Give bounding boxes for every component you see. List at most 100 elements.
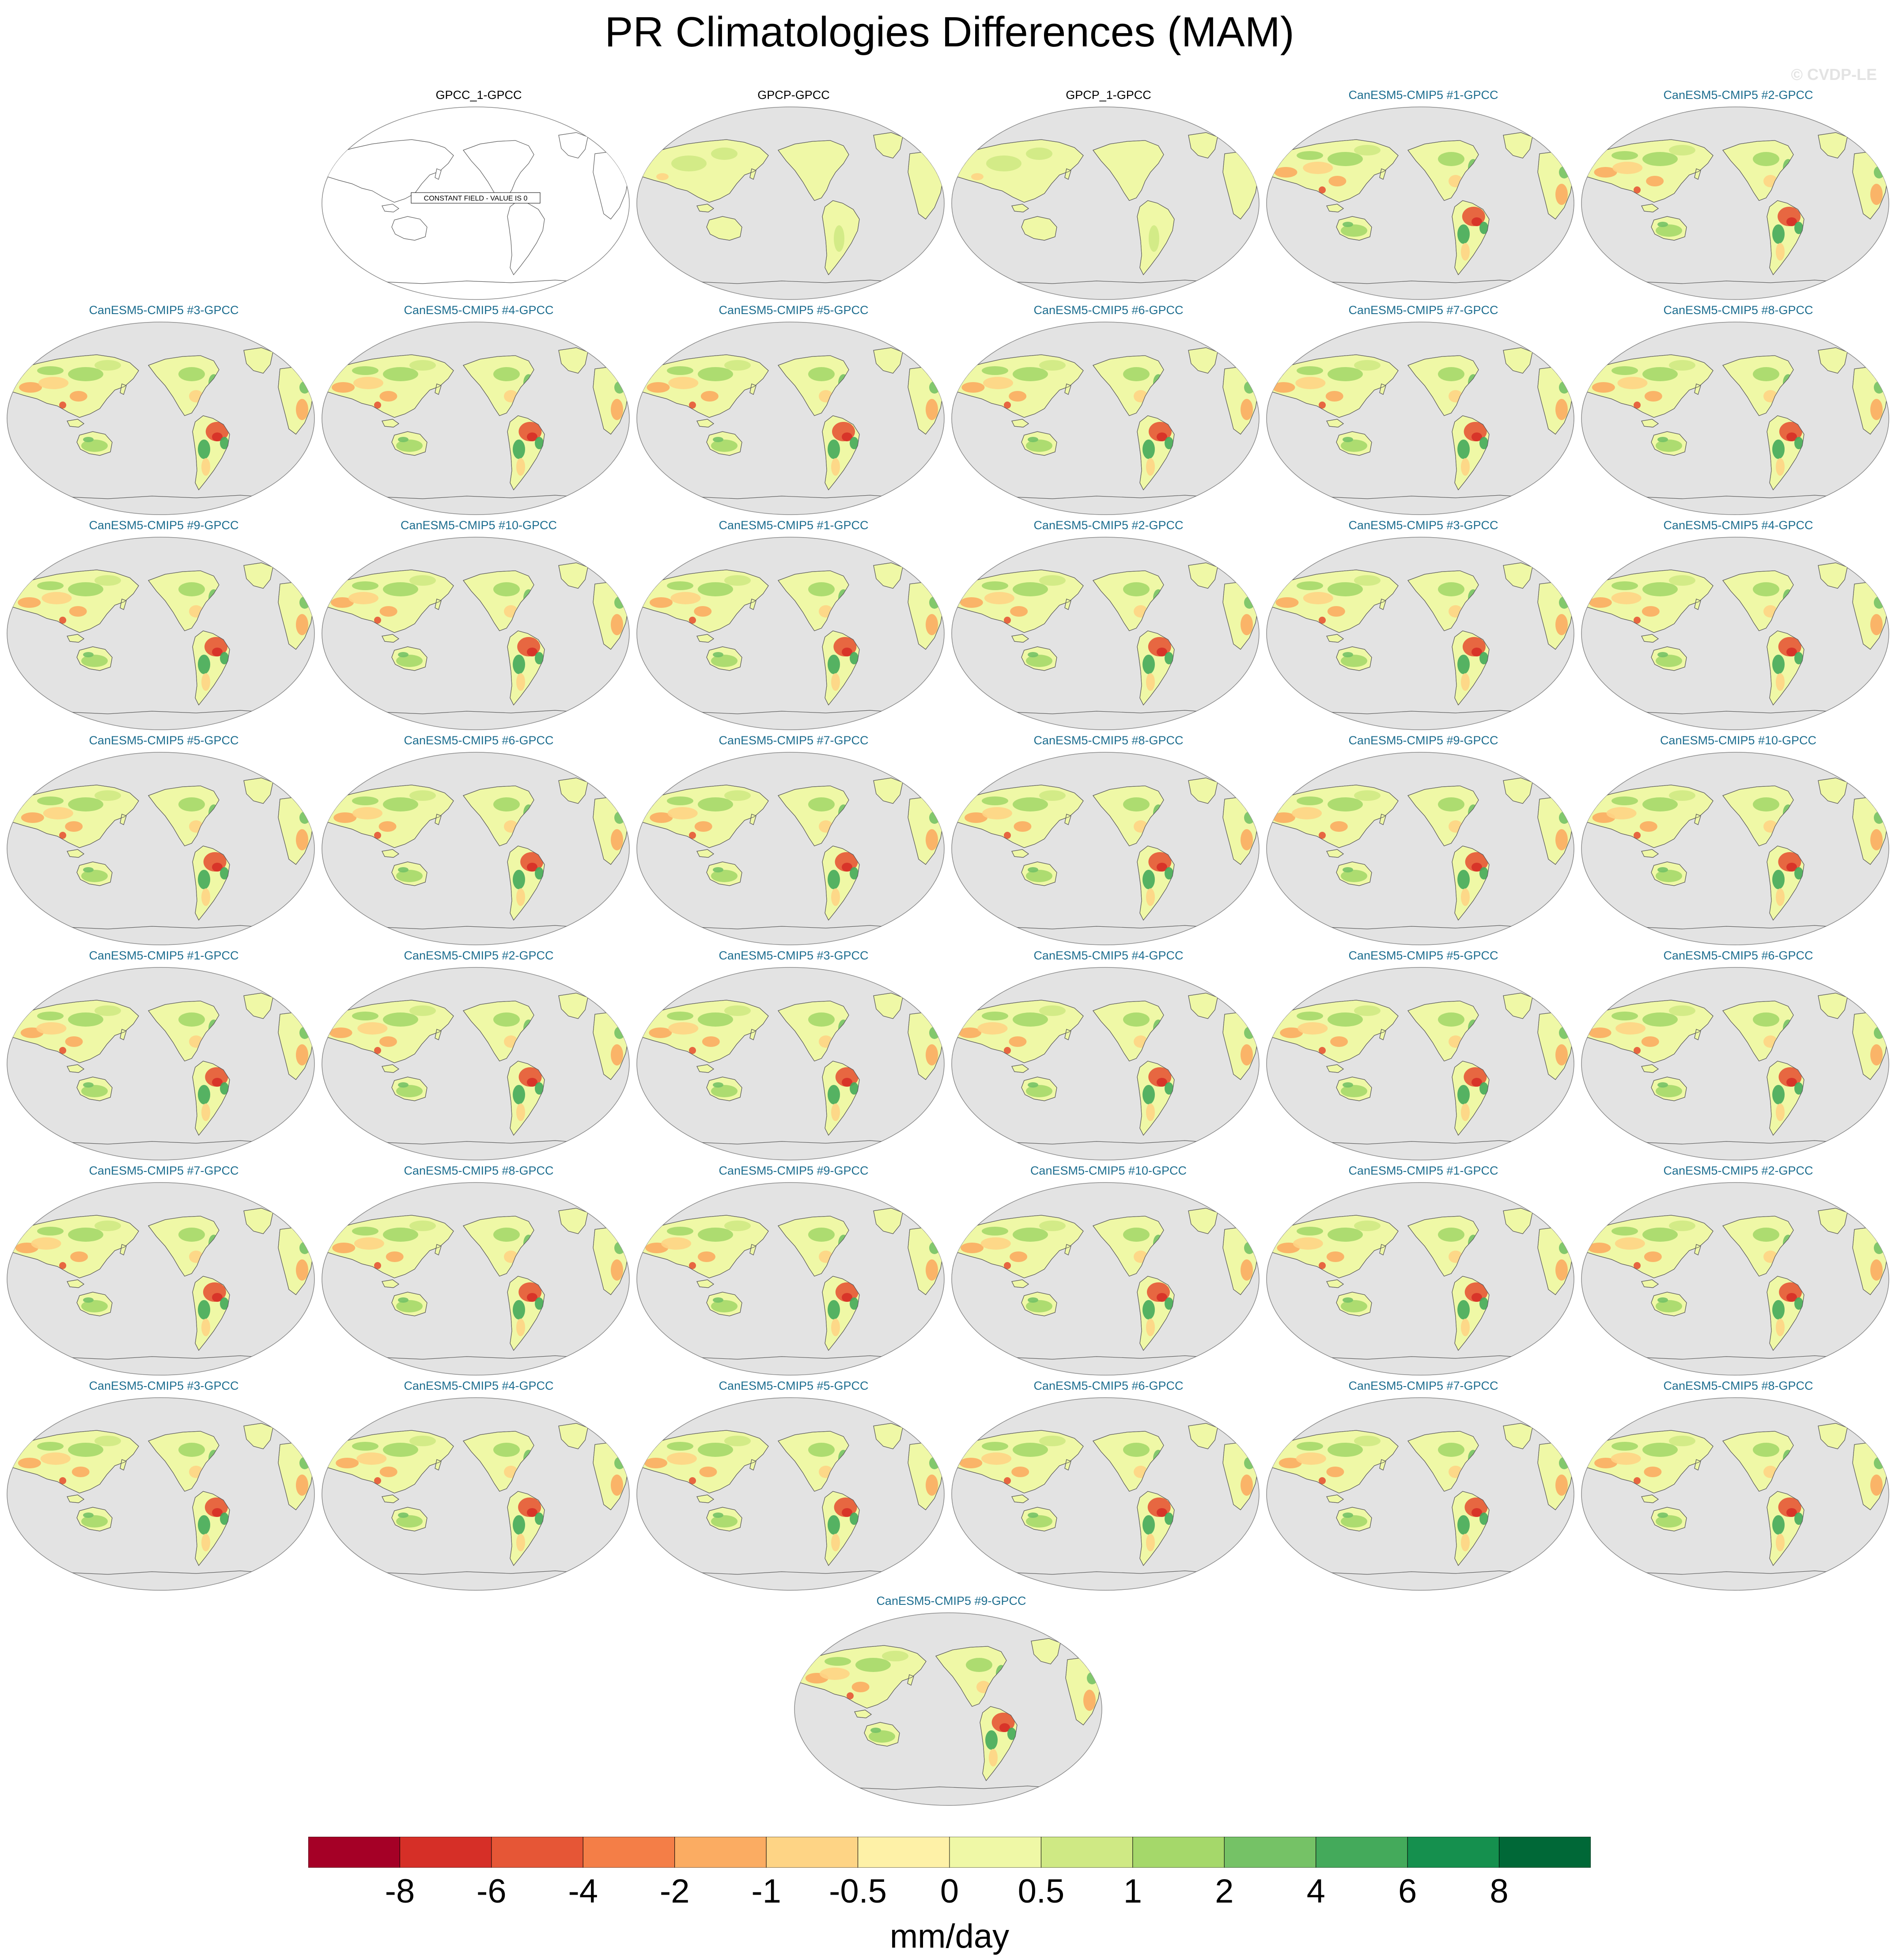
anomaly-cell — [348, 592, 378, 604]
world-map — [322, 537, 630, 730]
panel-title: CanESM5-CMIP5 #8-GPCC — [404, 1164, 554, 1177]
anomaly-cell — [1165, 652, 1173, 664]
anomaly-cell — [513, 1085, 525, 1104]
anomaly-cell — [379, 1467, 397, 1477]
anomaly-cell — [374, 617, 381, 624]
land-australia — [391, 216, 427, 241]
map-panel: CanESM5-CMIP5 #6-GPCC — [951, 1379, 1266, 1591]
anomaly-cell — [808, 1443, 835, 1457]
anomaly-cell — [1123, 1228, 1150, 1242]
anomaly-cell — [1165, 1297, 1173, 1310]
anomaly-cell — [1457, 870, 1470, 889]
anomaly-cell — [1157, 1508, 1167, 1517]
world-map — [1581, 752, 1889, 945]
anomaly-cell — [1328, 1228, 1363, 1242]
anomaly-cell — [1555, 1259, 1568, 1281]
anomaly-cell — [1241, 1475, 1253, 1496]
map-panel: CanESM5-CMIP5 #5-GPCC — [636, 1379, 951, 1591]
anomaly-cell — [1657, 652, 1668, 657]
anomaly-cell — [656, 173, 669, 180]
anomaly-cell — [1142, 655, 1155, 674]
anomaly-cell — [1669, 575, 1695, 586]
anomaly-cell — [1612, 1012, 1638, 1020]
anomaly-cell — [1669, 360, 1695, 371]
anomaly-cell — [1341, 655, 1367, 667]
anomaly-cell — [1297, 366, 1323, 375]
anomaly-cell — [1328, 1443, 1363, 1457]
world-map — [1266, 537, 1574, 730]
anomaly-cell — [850, 867, 859, 880]
anomaly-cell — [1165, 1513, 1173, 1525]
anomaly-cell — [81, 1515, 108, 1528]
anomaly-cell — [383, 367, 418, 381]
colorbar-tick-label: -6 — [477, 1873, 507, 1910]
world-map — [322, 1182, 630, 1376]
anomaly-cell — [831, 458, 840, 476]
anomaly-cell — [1870, 399, 1883, 420]
anomaly-cell — [1296, 1452, 1326, 1465]
anomaly-cell — [1013, 1443, 1048, 1457]
anomaly-cell — [1753, 1012, 1779, 1027]
anomaly-cell — [1039, 1221, 1066, 1231]
anomaly-cell — [81, 655, 108, 667]
anomaly-cell — [1293, 1237, 1323, 1250]
anomaly-cell — [1642, 1228, 1678, 1242]
panel-title: CanESM5-CMIP5 #7-GPCC — [89, 1164, 239, 1177]
anomaly-cell — [1297, 1227, 1323, 1236]
anomaly-cell — [1634, 1262, 1641, 1269]
panel-title: CanESM5-CMIP5 #8-GPCC — [1033, 734, 1184, 747]
anomaly-cell — [1874, 1242, 1884, 1254]
anomaly-cell — [1438, 152, 1464, 166]
anomaly-cell — [374, 1047, 381, 1054]
anomaly-cell — [808, 1228, 835, 1242]
anomaly-cell — [198, 440, 210, 459]
anomaly-cell — [611, 1259, 623, 1281]
anomaly-cell — [220, 1082, 229, 1095]
anomaly-cell — [1004, 1047, 1011, 1054]
anomaly-cell — [1753, 152, 1779, 166]
anomaly-cell — [724, 1221, 751, 1231]
anomaly-cell — [698, 367, 733, 381]
land-eurasia — [322, 139, 454, 203]
anomaly-cell — [1615, 1237, 1645, 1250]
anomaly-cell — [329, 1027, 352, 1038]
anomaly-cell — [201, 888, 210, 906]
anomaly-cell — [667, 1012, 693, 1020]
land-westEurasia — [1267, 144, 1272, 171]
anomaly-cell — [1292, 807, 1322, 819]
panel-title: CanESM5-CMIP5 #8-GPCC — [1663, 1379, 1813, 1392]
anomaly-cell — [299, 596, 310, 609]
anomaly-cell — [1343, 1513, 1353, 1518]
anomaly-cell — [1669, 1221, 1695, 1231]
anomaly-cell — [1123, 367, 1150, 381]
land-westEurasia — [322, 1434, 328, 1462]
panel-title: CanESM5-CMIP5 #2-GPCC — [404, 949, 554, 962]
anomaly-cell — [201, 458, 210, 476]
panel-title: CanESM5-CMIP5 #6-GPCC — [1663, 949, 1813, 962]
anomaly-cell — [201, 1319, 210, 1336]
anomaly-cell — [977, 1022, 1008, 1035]
anomaly-cell — [409, 360, 436, 371]
anomaly-cell — [37, 581, 64, 590]
anomaly-cell — [668, 1022, 699, 1035]
land-westEurasia — [7, 1004, 13, 1032]
anomaly-cell — [21, 812, 44, 823]
anomaly-cell — [374, 1477, 381, 1484]
anomaly-cell — [535, 652, 544, 664]
panel-title: GPCP_1-GPCC — [1066, 88, 1151, 102]
constant-field-box — [411, 192, 541, 204]
colorbar-tick-label: -4 — [568, 1873, 598, 1910]
anomaly-cell — [396, 1515, 423, 1528]
land-westEurasia — [7, 789, 13, 817]
map-panel: CanESM5-CMIP5 #8-GPCC — [1581, 303, 1896, 516]
panel-title: CanESM5-CMIP5 #9-GPCC — [1348, 734, 1498, 747]
anomaly-cell — [850, 1513, 859, 1525]
anomaly-cell — [95, 1221, 121, 1231]
anomaly-cell — [1472, 863, 1482, 872]
colorbar-swatch — [491, 1837, 583, 1868]
panel-title: GPCP-GPCC — [757, 88, 830, 102]
world-map — [636, 967, 945, 1160]
anomaly-cell — [850, 652, 859, 664]
anomaly-cell — [1295, 377, 1326, 389]
anomaly-cell — [698, 1012, 733, 1027]
